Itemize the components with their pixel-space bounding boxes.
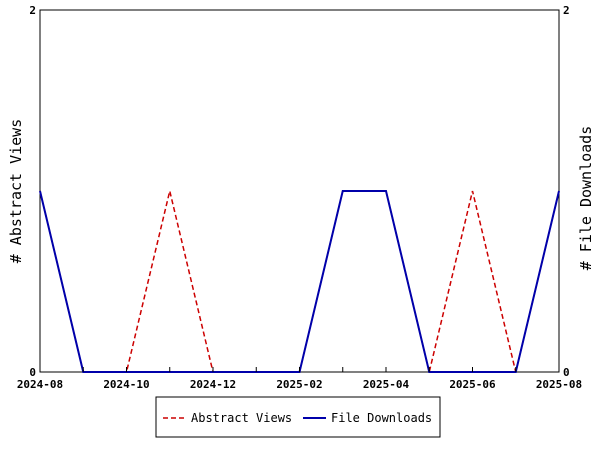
ticks-layer: 2024-08 2024-10 2024-12 2025-02 2025-04 2025-… bbox=[17, 4, 582, 391]
legend-label-file-downloads: File Downloads bbox=[331, 411, 432, 425]
y-right-tick-label: 2 bbox=[563, 4, 570, 17]
x-tick-label: 2025-06 bbox=[449, 378, 496, 391]
legend: Abstract Views File Downloads bbox=[155, 396, 441, 438]
plot-border bbox=[39, 9, 560, 373]
x-tick-label: 2024-12 bbox=[190, 378, 236, 391]
plot-frame bbox=[39, 9, 560, 373]
series-layer bbox=[39, 190, 560, 373]
x-tick-label: 2025-02 bbox=[276, 378, 322, 391]
legend-box bbox=[155, 396, 441, 438]
y-axis-left-title: # Abstract Views bbox=[7, 119, 25, 264]
y-right-tick-label: 0 bbox=[563, 366, 570, 379]
legend-label-abstract-views: Abstract Views bbox=[191, 411, 292, 425]
y-left-tick-label: 0 bbox=[29, 366, 36, 379]
y-left-tick-label: 2 bbox=[29, 4, 36, 17]
x-tick-label: 2024-08 bbox=[17, 378, 63, 391]
series-line-file-downloads bbox=[39, 190, 560, 373]
x-tick-label: 2024-10 bbox=[103, 378, 149, 391]
series-line-abstract-views bbox=[39, 190, 560, 373]
y-axis-right-title: # File Downloads bbox=[577, 126, 595, 271]
x-tick-label: 2025-04 bbox=[363, 378, 410, 391]
x-tick-label: 2025-08 bbox=[536, 378, 582, 391]
